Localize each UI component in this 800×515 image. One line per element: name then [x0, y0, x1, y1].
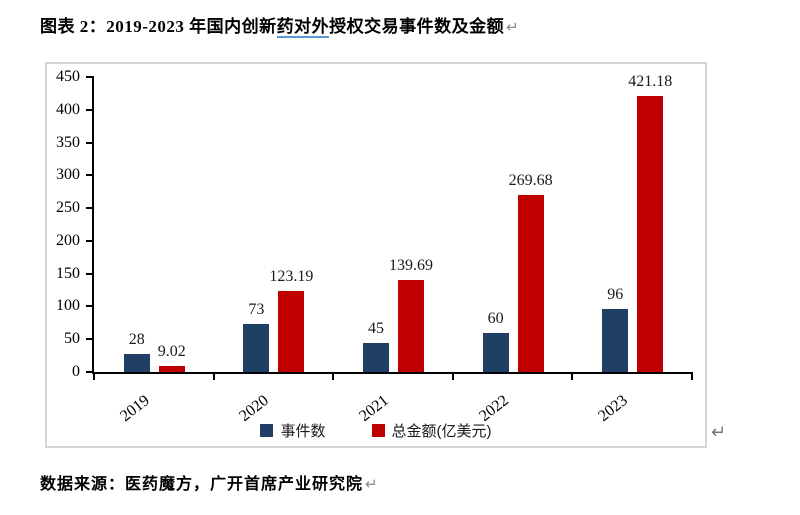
value-label: 269.68	[508, 172, 553, 190]
y-tick-label: 100	[56, 297, 80, 315]
y-axis-tick	[86, 207, 94, 210]
bar-amount	[398, 280, 424, 372]
legend-item: 总金额(亿美元)	[371, 420, 492, 441]
legend-swatch-icon	[371, 424, 385, 437]
bar-amount	[517, 195, 544, 372]
y-tick-label: 300	[56, 166, 80, 184]
x-axis-tick	[212, 372, 215, 380]
y-axis-tick	[86, 239, 94, 242]
value-label: 28	[128, 330, 145, 348]
caption-text-underlined: 药对外	[276, 17, 330, 38]
paragraph-mark-icon: ↵	[711, 422, 727, 443]
x-axis-tick	[451, 372, 454, 380]
x-axis-tick	[332, 372, 335, 380]
bar-events	[602, 309, 629, 372]
chart-legend: 事件数 总金额(亿美元)	[47, 420, 705, 441]
value-label: 123.19	[269, 268, 314, 286]
value-label: 9.02	[157, 343, 186, 361]
y-tick-label: 0	[72, 363, 80, 380]
legend-label: 总金额(亿美元)	[391, 423, 492, 440]
paragraph-mark-icon: ↵	[365, 475, 379, 493]
bar-amount	[637, 95, 664, 372]
bar-events	[123, 353, 150, 372]
bar-amount	[278, 291, 305, 372]
value-label: 45	[368, 319, 384, 337]
source-note-text: 数据来源：医药魔方，广开首席产业研究院	[40, 476, 364, 493]
y-axis-tick	[86, 305, 94, 308]
x-axis-tick	[571, 372, 574, 380]
legend-label: 事件数	[280, 423, 326, 440]
y-axis-tick	[86, 76, 94, 78]
y-tick-label: 50	[64, 330, 80, 348]
y-tick-label: 350	[56, 133, 80, 151]
legend-swatch-icon	[260, 424, 274, 437]
y-axis-tick	[86, 338, 94, 341]
bar-amount	[158, 366, 185, 372]
y-axis-tick	[86, 141, 94, 144]
value-label: 139.69	[389, 257, 433, 275]
value-label: 60	[487, 309, 504, 327]
value-label: 73	[248, 301, 265, 319]
caption-text-suffix: 授权交易事件数及金额	[329, 17, 505, 36]
y-axis-tick	[86, 272, 94, 275]
y-axis-tick	[86, 108, 94, 111]
y-tick-label: 250	[56, 199, 80, 217]
y-axis-line	[92, 77, 94, 374]
y-axis-tick	[86, 371, 94, 373]
source-note: 数据来源：医药魔方，广开首席产业研究院 ↵	[40, 470, 379, 494]
y-tick-label: 400	[56, 100, 80, 118]
chart-area: 0 50 100 150 200 250 300 350 400 450 28 9.02 2019 73 1…	[47, 64, 705, 446]
legend-item: 事件数	[260, 420, 326, 441]
value-label: 421.18	[628, 72, 673, 90]
x-axis-tick	[691, 372, 693, 380]
bar-events	[482, 332, 509, 372]
y-tick-label: 200	[56, 231, 80, 249]
figure-caption: 图表 2：2019-2023 年国内创新药对外授权交易事件数及金额 ↵	[40, 12, 520, 38]
value-label: 96	[607, 286, 624, 304]
x-axis-tick	[93, 372, 95, 380]
y-tick-label: 150	[56, 264, 80, 282]
y-axis-tick	[86, 174, 94, 177]
x-axis-line	[92, 372, 692, 374]
chart-frame: 0 50 100 150 200 250 300 350 400 450 28 9.02 2019 73 1…	[45, 62, 707, 448]
y-tick-label: 450	[56, 68, 80, 85]
bar-events	[363, 342, 389, 372]
paragraph-mark-icon: ↵	[506, 18, 520, 36]
bar-events	[243, 324, 270, 372]
caption-text-prefix: 图表 2：2019-2023 年国内创新	[40, 17, 277, 36]
